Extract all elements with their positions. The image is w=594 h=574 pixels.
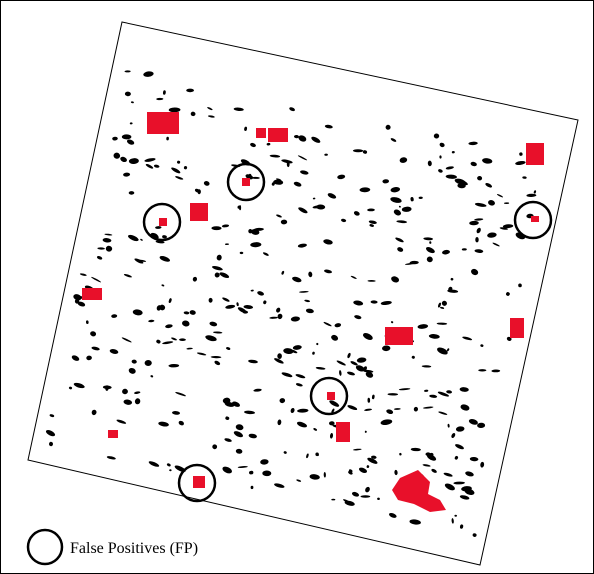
true-positive bbox=[510, 318, 524, 338]
legend-label: False Positives (FP) bbox=[70, 540, 198, 557]
false-positive bbox=[242, 178, 250, 186]
detection-blob bbox=[122, 134, 132, 139]
detection-blob bbox=[145, 360, 152, 366]
figure: False Positives (FP) bbox=[0, 0, 594, 574]
true-positive bbox=[190, 203, 208, 221]
detection-blob bbox=[186, 89, 194, 93]
page: False Positives (FP) (() => { const data… bbox=[0, 0, 594, 574]
detection-blob bbox=[454, 515, 457, 517]
true-positive bbox=[526, 143, 544, 165]
true-positive bbox=[82, 288, 102, 300]
detection-blob bbox=[361, 495, 371, 498]
true-positive bbox=[256, 128, 266, 138]
true-positive bbox=[385, 327, 413, 345]
detection-blob bbox=[475, 237, 478, 242]
true-positive bbox=[268, 128, 288, 142]
false-positive bbox=[327, 392, 335, 400]
detection-blob bbox=[478, 369, 486, 371]
detection-blob bbox=[239, 205, 241, 210]
false-positive bbox=[193, 476, 205, 488]
detection-blob bbox=[129, 191, 135, 195]
true-positive bbox=[147, 112, 179, 134]
true-positive bbox=[108, 430, 118, 438]
false-positive bbox=[531, 216, 539, 222]
false-positive bbox=[159, 218, 167, 226]
true-positive bbox=[336, 422, 350, 442]
